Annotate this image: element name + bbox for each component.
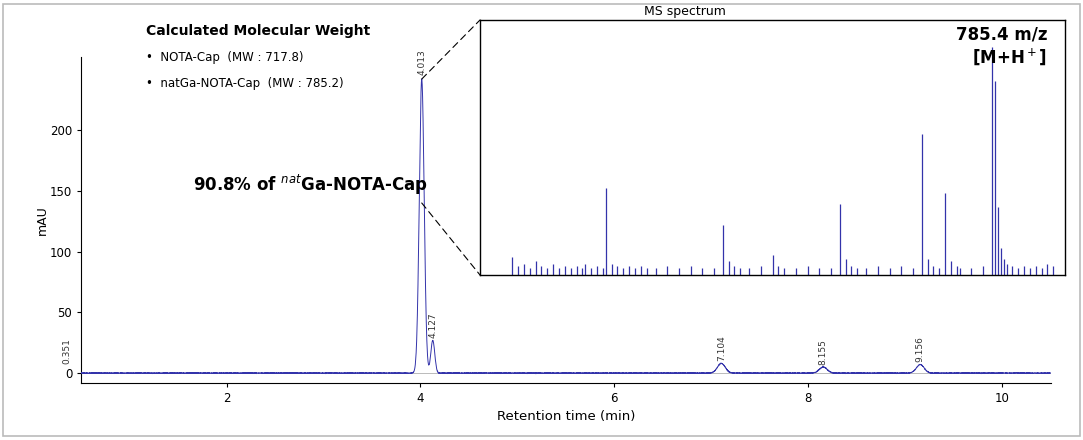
Text: Calculated Molecular Weight: Calculated Molecular Weight — [146, 24, 370, 38]
Y-axis label: mAU: mAU — [36, 205, 49, 235]
Text: 90.8% of $^{nat}$Ga-NOTA-Cap: 90.8% of $^{nat}$Ga-NOTA-Cap — [193, 173, 428, 197]
Text: 0.351: 0.351 — [63, 338, 71, 364]
Text: 4.013: 4.013 — [417, 50, 427, 75]
Text: •  NOTA-Cap  (MW : 717.8): • NOTA-Cap (MW : 717.8) — [146, 51, 303, 64]
Text: 7.104: 7.104 — [717, 335, 726, 361]
X-axis label: Retention time (min): Retention time (min) — [497, 411, 635, 423]
Text: 9.156: 9.156 — [916, 336, 925, 362]
Text: 4.127: 4.127 — [428, 312, 438, 338]
Text: 8.155: 8.155 — [819, 339, 827, 365]
Text: 785.4 m/z
[M+H$^+$]: 785.4 m/z [M+H$^+$] — [956, 25, 1047, 67]
Text: MS spectrum: MS spectrum — [643, 5, 726, 18]
Text: •  natGa-NOTA-Cap  (MW : 785.2): • natGa-NOTA-Cap (MW : 785.2) — [146, 77, 343, 90]
